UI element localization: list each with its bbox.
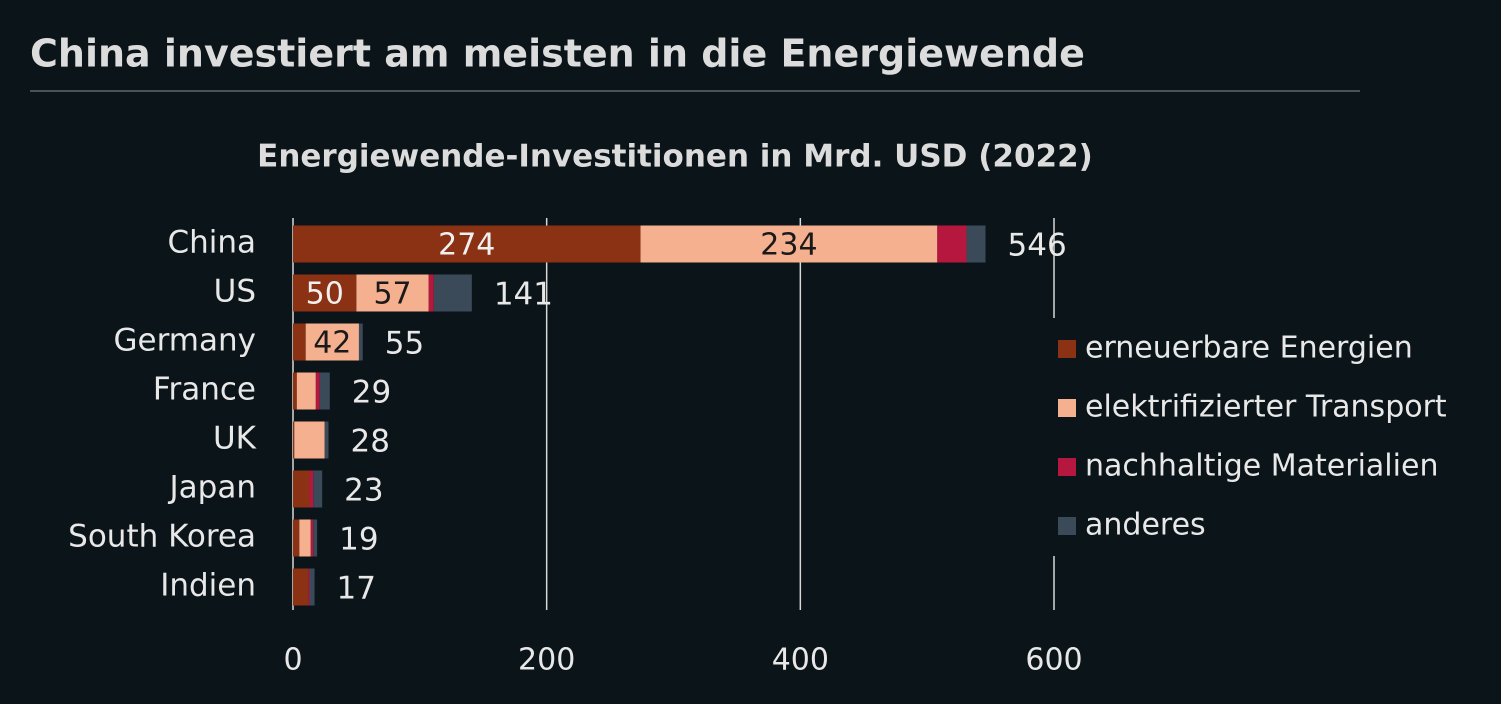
y-tick-label: South Korea [68,519,256,555]
bar-segment [319,372,330,410]
y-tick-label: Indien [160,568,256,604]
bar-segment [293,323,306,361]
total-label: 23 [344,473,383,509]
legend-label: anderes [1085,508,1206,543]
grid: 0 200 400 600 [283,218,1083,678]
y-tick-label: China [167,225,256,261]
y-tick-label: Japan [168,470,256,506]
bar-segment [309,470,314,508]
bar-segment [313,519,318,557]
legend-label: nachhaltige Materialien [1085,449,1438,484]
chart-subtitle: Energiewende-Investitionen in Mrd. USD (… [257,139,1093,175]
bar-segment [293,225,641,263]
legend-label: elektrifizierter Transport [1085,390,1447,425]
value-label: 57 [373,277,411,312]
bar-segment [293,274,357,312]
bar-segment [299,519,311,557]
total-label: 28 [351,424,390,460]
total-label: 546 [1008,228,1067,264]
bar-segment [309,568,315,606]
legend: erneuerbare Energien elektrifizierter Tra… [1046,318,1486,556]
value-label: 42 [313,326,351,361]
bar-segment [294,421,325,459]
bar-segment [305,323,359,361]
bar-segment [308,568,310,606]
bar-segment [428,274,434,312]
bar-segment [640,225,938,263]
total-label: 141 [494,277,553,313]
x-tick-label: 200 [518,643,575,678]
bars: China 274 234 546 US 50 57 141 Germany 42 55 France… [68,225,1067,607]
bar-segment [293,421,295,459]
bar-segment [313,470,323,508]
bar-segment [310,519,314,557]
y-tick-label: US [214,274,256,310]
bar-segment [966,225,986,263]
chart-title: China investiert am meisten in die Energ… [30,32,1085,76]
total-label: 55 [385,326,424,362]
legend-background [1046,318,1486,556]
bar-segment [315,372,320,410]
bar-segment [293,372,297,410]
y-tick-label: France [153,372,256,408]
total-label: 19 [339,522,378,558]
x-tick-label: 0 [283,643,302,678]
legend-swatch [1058,458,1076,476]
bar-segment [296,372,316,410]
bar-segment [293,470,310,508]
y-tick-label: Germany [114,323,256,359]
bar-segment [293,568,309,606]
bar-segment [356,274,429,312]
total-label: 17 [337,571,376,607]
value-label: 234 [760,228,817,263]
legend-swatch [1058,340,1076,358]
bar-segment [433,274,472,312]
x-tick-label: 400 [772,643,829,678]
legend-swatch [1058,399,1076,417]
bar-segment [937,225,967,263]
value-label: 50 [306,277,344,312]
legend-label: erneuerbare Energien [1085,331,1413,366]
total-label: 29 [352,375,391,411]
bar-segment [324,421,329,459]
value-label: 274 [438,228,495,263]
bar-segment [293,519,300,557]
bar-segment [358,323,363,361]
y-tick-label: UK [213,421,257,457]
legend-swatch [1058,517,1076,535]
x-tick-label: 600 [1025,643,1082,678]
